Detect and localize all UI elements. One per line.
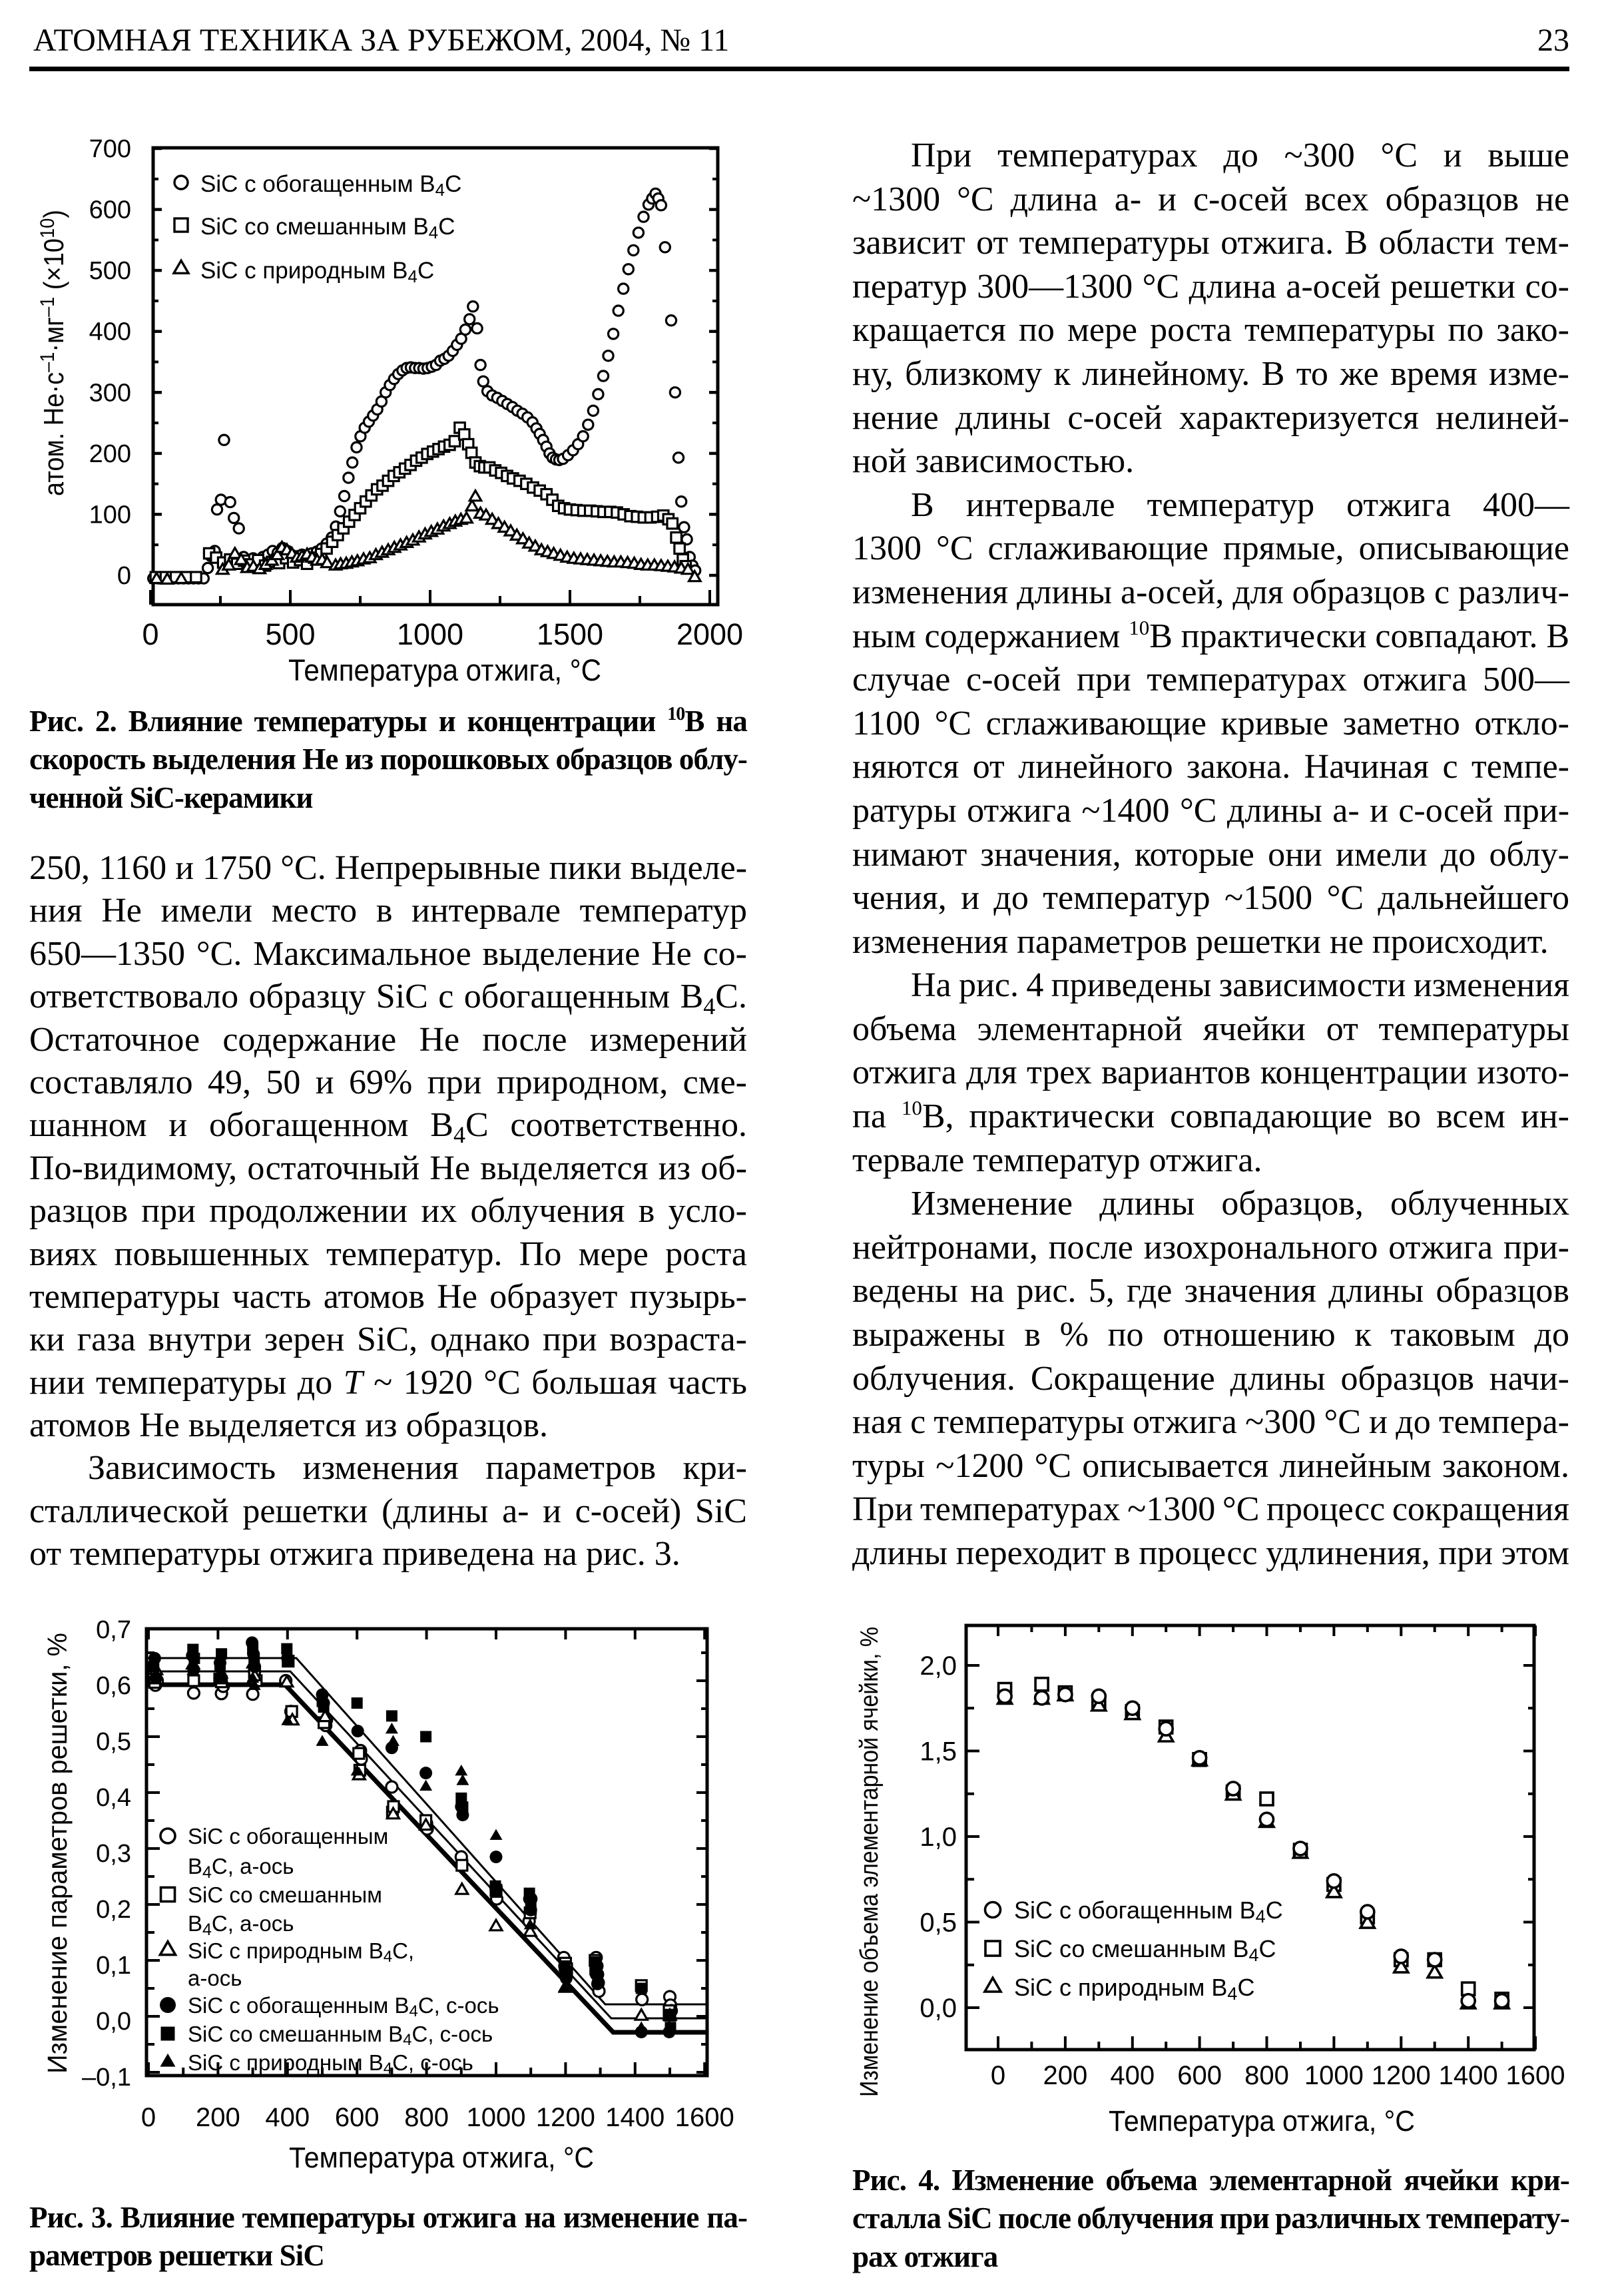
svg-text:0,2: 0,2 xyxy=(96,1896,131,1924)
svg-text:SiC со смешанным В4С: SiC со смешанным В4С xyxy=(200,214,455,242)
svg-text:600: 600 xyxy=(89,196,131,224)
svg-text:1600: 1600 xyxy=(675,2103,734,2132)
svg-text:500: 500 xyxy=(89,257,131,285)
svg-text:100: 100 xyxy=(89,501,131,529)
svg-text:а-ось: а-ось xyxy=(188,1966,242,1990)
svg-text:Изменение параметров решетки,: Изменение параметров решетки, % xyxy=(42,1633,73,2074)
svg-text:1400: 1400 xyxy=(1439,2061,1498,2090)
svg-text:700: 700 xyxy=(89,135,131,163)
svg-text:SiC с обогащенным: SiC с обогащенным xyxy=(188,1824,388,1849)
svg-text:0,7: 0,7 xyxy=(96,1616,131,1644)
svg-text:SiC с природным В4С: SiC с природным В4С xyxy=(1014,1974,1254,2004)
svg-text:600: 600 xyxy=(335,2103,380,2132)
svg-text:0: 0 xyxy=(117,562,131,590)
svg-text:1,5: 1,5 xyxy=(920,1737,957,1767)
svg-text:1000: 1000 xyxy=(397,617,463,651)
svg-text:SiC со смешанным В4С: SiC со смешанным В4С xyxy=(1014,1935,1276,1965)
svg-text:800: 800 xyxy=(1244,2061,1289,2090)
svg-text:SiC с обогащенным В4С, с-ось: SiC с обогащенным В4С, с-ось xyxy=(188,1993,499,2020)
svg-text:0,6: 0,6 xyxy=(96,1672,131,1700)
svg-text:SiC с природным В4С, с-ось: SiC с природным В4С, с-ось xyxy=(188,2050,473,2078)
svg-text:0,3: 0,3 xyxy=(96,1840,131,1868)
svg-text:SiC с обогащенным В4С: SiC с обогащенным В4С xyxy=(1014,1896,1283,1926)
svg-text:1200: 1200 xyxy=(1372,2061,1431,2090)
svg-text:SiC со смешанным: SiC со смешанным xyxy=(188,1882,382,1907)
svg-text:атом. Не·с–1·мг–1 (×1010): атом. Не·с–1·мг–1 (×1010) xyxy=(37,210,69,496)
svg-text:0: 0 xyxy=(142,617,158,651)
svg-text:2000: 2000 xyxy=(676,617,743,651)
svg-text:0,5: 0,5 xyxy=(920,1908,957,1938)
svg-text:500: 500 xyxy=(265,617,315,651)
svg-text:1500: 1500 xyxy=(537,617,603,651)
svg-text:В4С, а-ось: В4С, а-ось xyxy=(188,1854,294,1882)
svg-text:0,4: 0,4 xyxy=(96,1784,131,1812)
svg-text:600: 600 xyxy=(1177,2061,1222,2090)
svg-text:1,0: 1,0 xyxy=(920,1823,957,1852)
svg-text:1000: 1000 xyxy=(467,2103,526,2132)
svg-text:0: 0 xyxy=(141,2103,156,2132)
svg-text:800: 800 xyxy=(404,2103,449,2132)
svg-text:2,0: 2,0 xyxy=(920,1651,957,1681)
svg-text:SiC с обогащенным В4С: SiC с обогащенным В4С xyxy=(200,171,461,200)
svg-text:1000: 1000 xyxy=(1304,2061,1364,2090)
svg-text:0,1: 0,1 xyxy=(96,1952,131,1980)
svg-text:1400: 1400 xyxy=(605,2103,665,2132)
svg-text:400: 400 xyxy=(265,2103,310,2132)
svg-text:400: 400 xyxy=(89,318,131,346)
svg-text:Температура отжига, °С: Температура отжига, °С xyxy=(289,2142,594,2174)
svg-text:SiC с природным В4С: SiC с природным В4С xyxy=(200,258,434,286)
svg-text:Температура отжига, °С: Температура отжига, °С xyxy=(1109,2105,1415,2138)
svg-text:200: 200 xyxy=(1043,2061,1088,2090)
svg-text:1600: 1600 xyxy=(1506,2061,1565,2090)
svg-text:400: 400 xyxy=(1110,2061,1155,2090)
svg-text:300: 300 xyxy=(89,379,131,407)
svg-text:SiC с природным В4С,: SiC с природным В4С, xyxy=(188,1938,414,1966)
svg-text:Изменение объема элементарной: Изменение объема элементарной ячейки, % xyxy=(856,1627,884,2097)
svg-text:0,0: 0,0 xyxy=(96,2008,131,2036)
svg-text:200: 200 xyxy=(89,440,131,468)
svg-text:0: 0 xyxy=(991,2061,1005,2090)
svg-text:Температура отжига, °С: Температура отжига, °С xyxy=(288,653,601,687)
svg-text:1200: 1200 xyxy=(536,2103,595,2132)
svg-text:200: 200 xyxy=(196,2103,240,2132)
svg-text:0,5: 0,5 xyxy=(96,1728,131,1756)
svg-text:SiC со смешанным В4С, с-ось: SiC со смешанным В4С, с-ось xyxy=(188,2022,493,2049)
svg-text:В4С, а-ось: В4С, а-ось xyxy=(188,1911,294,1939)
svg-text:0,0: 0,0 xyxy=(920,1994,957,2023)
svg-text:–0,1: –0,1 xyxy=(82,2064,131,2092)
